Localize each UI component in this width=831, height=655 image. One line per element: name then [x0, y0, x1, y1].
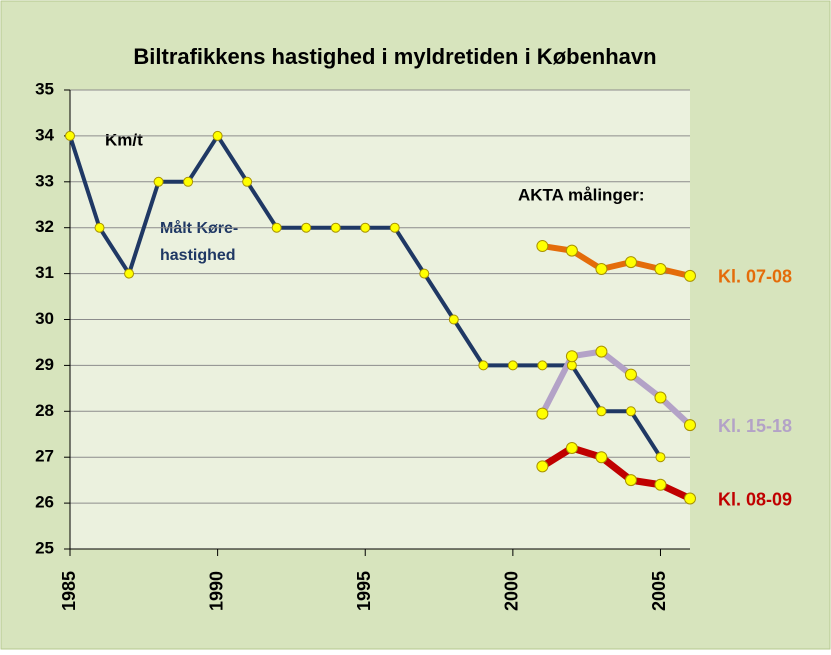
marker — [271, 222, 282, 233]
marker — [684, 269, 696, 282]
marker — [153, 176, 164, 187]
y-tick-label: 32 — [35, 217, 54, 236]
marker — [94, 222, 105, 233]
marker — [596, 406, 607, 417]
y-tick-label: 26 — [35, 493, 54, 512]
marker — [565, 442, 578, 455]
marker — [478, 360, 489, 371]
marker — [507, 360, 518, 371]
chart-title: Biltrafikkens hastighed i myldretiden i … — [133, 44, 656, 69]
marker — [624, 474, 637, 487]
marker — [330, 222, 341, 233]
marker — [595, 451, 608, 464]
marker — [565, 350, 578, 363]
marker — [389, 222, 400, 233]
marker — [624, 256, 637, 269]
marker — [595, 263, 608, 276]
marker — [566, 360, 577, 371]
y-tick-label: 33 — [35, 171, 54, 190]
annotation: Km/t — [105, 130, 143, 149]
marker — [183, 176, 194, 187]
marker — [448, 314, 459, 325]
marker — [242, 176, 253, 187]
marker — [684, 492, 696, 505]
marker — [419, 268, 430, 279]
y-tick-label: 25 — [35, 538, 54, 557]
x-tick-label: 1995 — [354, 571, 374, 611]
x-tick-label: 1990 — [206, 571, 226, 611]
marker — [654, 391, 667, 404]
marker — [654, 478, 667, 491]
marker — [624, 368, 637, 381]
x-tick-label: 2000 — [502, 571, 522, 611]
y-tick-label: 28 — [35, 401, 54, 420]
marker — [536, 407, 549, 420]
marker — [536, 240, 549, 253]
marker — [654, 263, 667, 276]
marker — [124, 268, 135, 279]
y-tick-label: 35 — [35, 79, 54, 98]
marker — [360, 222, 371, 233]
marker — [655, 452, 666, 463]
y-tick-label: 31 — [35, 263, 54, 282]
y-tick-label: 29 — [35, 355, 54, 374]
marker — [684, 419, 696, 432]
marker — [212, 130, 223, 141]
marker — [65, 130, 75, 141]
annotation: Målt Køre- — [160, 219, 238, 237]
y-tick-label: 30 — [35, 309, 54, 328]
y-tick-label: 34 — [35, 125, 54, 144]
marker — [536, 460, 549, 473]
annotation: AKTA målinger: — [518, 185, 645, 204]
marker — [301, 222, 312, 233]
marker — [595, 345, 608, 358]
marker — [537, 360, 548, 371]
annotation: hastighed — [160, 247, 236, 264]
x-tick-label: 1985 — [59, 571, 79, 611]
y-tick-label: 27 — [35, 447, 54, 466]
series-label: Kl. 08-09 — [718, 489, 792, 509]
marker — [625, 406, 636, 417]
series-label: Kl. 07-08 — [718, 267, 792, 287]
marker — [565, 244, 578, 257]
x-tick-label: 2005 — [649, 571, 669, 611]
series-label: Kl. 15-18 — [718, 416, 792, 436]
